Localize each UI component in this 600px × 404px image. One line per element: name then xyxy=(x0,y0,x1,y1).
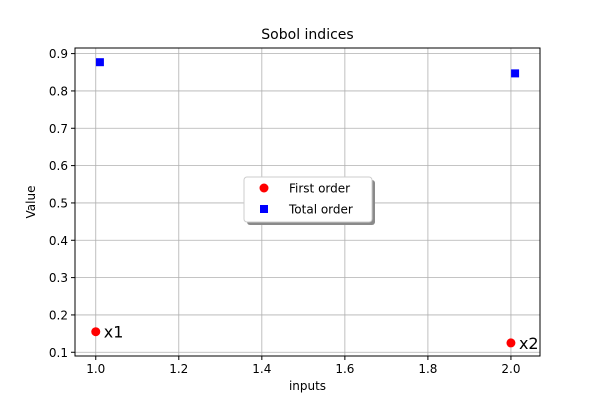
y-tick-label: 0.5 xyxy=(49,196,68,210)
x-tick-label: 1.4 xyxy=(252,362,271,376)
first-order-point xyxy=(506,338,516,348)
x-tick-label: 1.0 xyxy=(86,362,105,376)
legend-label: First order xyxy=(289,182,350,196)
x-axis-label: inputs xyxy=(289,379,326,393)
x-tick-label: 1.8 xyxy=(418,362,437,376)
y-tick-label: 0.1 xyxy=(49,346,68,360)
axis-ticks: 1.0 1.2 1.4 1.6 1.8 2.0 0.1 0.2 0.3 0.4 0.5 0.6 0.7 0… xyxy=(49,47,521,376)
point-annotations: x1 x2 xyxy=(104,323,539,353)
y-axis-label: Value xyxy=(24,186,38,219)
y-tick-label: 0.4 xyxy=(49,234,68,248)
legend-total-order-marker xyxy=(260,205,268,213)
first-order-point xyxy=(91,327,101,337)
legend-label: Total order xyxy=(288,203,353,217)
plot-frame xyxy=(74,47,541,357)
y-tick-label: 0.7 xyxy=(49,122,68,136)
y-tick-label: 0.9 xyxy=(49,47,68,61)
total-order-point xyxy=(511,69,520,78)
chart-title: Sobol indices xyxy=(261,27,353,43)
y-tick-label: 0.8 xyxy=(49,84,68,98)
data-marks xyxy=(91,58,520,348)
y-tick-label: 0.6 xyxy=(49,159,68,173)
legend-first-order-marker xyxy=(259,183,269,193)
total-order-point xyxy=(95,58,104,67)
point-annotation-x2: x2 xyxy=(519,334,539,353)
x-tick-label: 1.6 xyxy=(335,362,354,376)
point-annotation-x1: x1 xyxy=(104,323,124,342)
x-tick-label: 2.0 xyxy=(501,362,520,376)
y-tick-label: 0.2 xyxy=(49,308,68,322)
legend: First order Total order xyxy=(243,176,375,225)
legend-box xyxy=(243,176,373,223)
y-tick-label: 0.3 xyxy=(49,271,68,285)
x-tick-label: 1.2 xyxy=(169,362,188,376)
